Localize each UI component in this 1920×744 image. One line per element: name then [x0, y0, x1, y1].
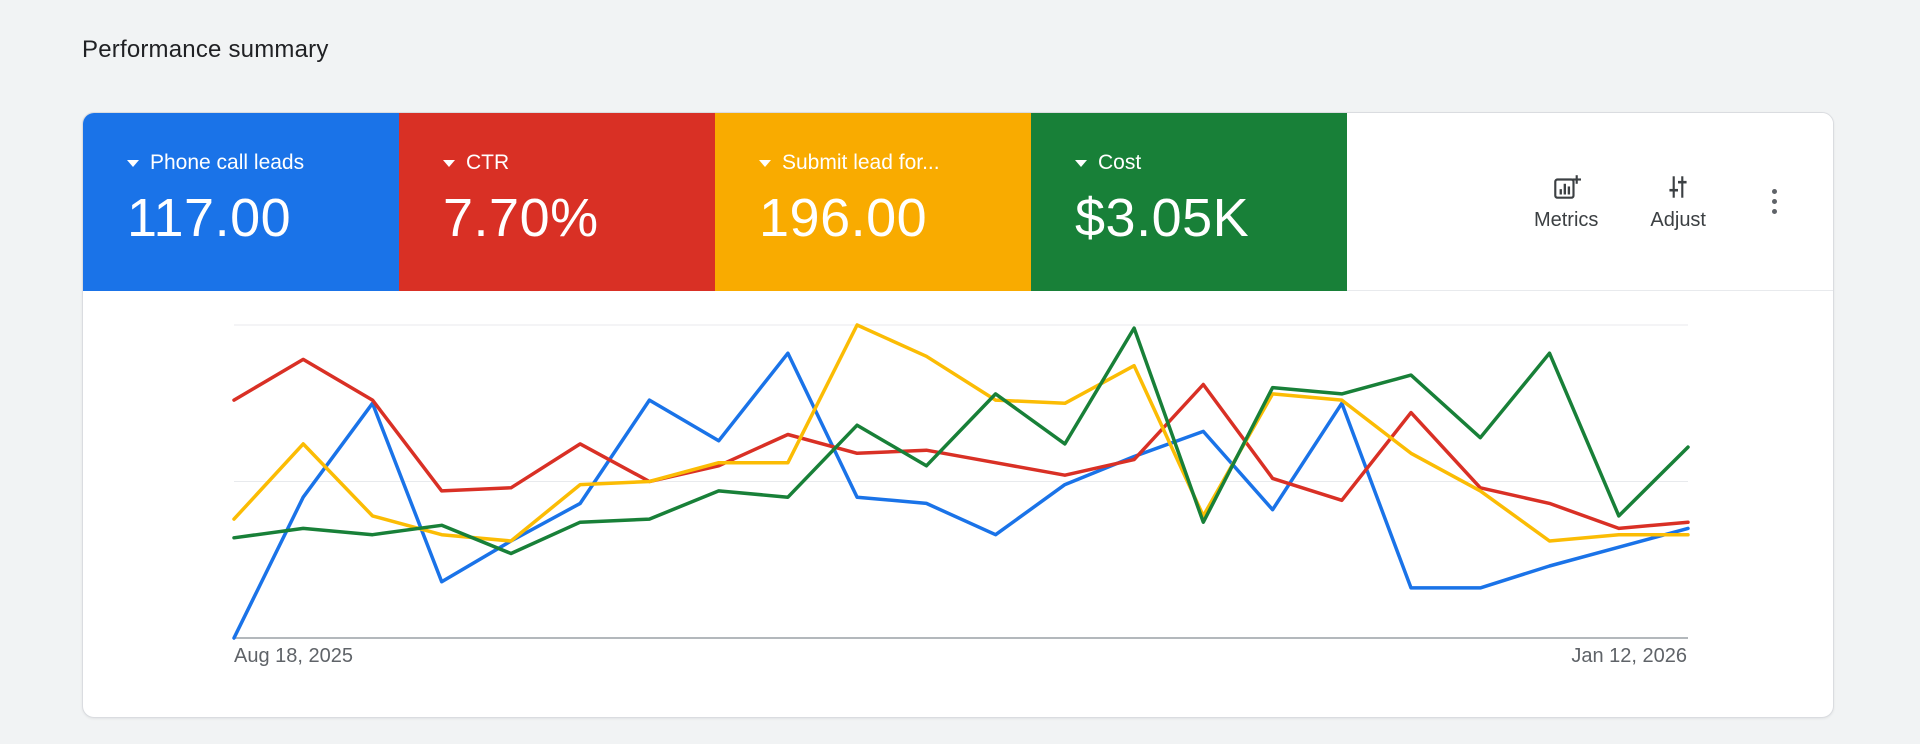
metric-tile-header: CTR [443, 151, 715, 175]
adjust-button[interactable]: Adjust [1650, 172, 1706, 232]
metric-tile-label: Submit lead for... [782, 151, 940, 174]
metric-tile-submit-lead-form[interactable]: Submit lead for... 196.00 [715, 113, 1031, 291]
metrics-button-label: Metrics [1533, 208, 1599, 231]
dropdown-arrow-icon [443, 159, 455, 167]
metric-tile-header: Phone call leads [127, 151, 399, 175]
metric-tile-label: Phone call leads [150, 151, 305, 174]
metric-tile-value: 7.70% [443, 188, 599, 248]
add-metrics-chart-icon [1551, 172, 1582, 202]
metric-tile-value: 117.00 [127, 188, 292, 248]
performance-chart [232, 323, 1690, 640]
metric-tile-header: Submit lead for... [759, 151, 1031, 175]
metric-tile-row: Phone call leads 117.00 CTR 7.70% Submit… [83, 113, 1833, 291]
x-axis-start-label: Aug 18, 2025 [234, 645, 353, 667]
performance-chart-region: Aug 18, 2025 Jan 12, 2026 [83, 291, 1833, 717]
metric-tile-ctr[interactable]: CTR 7.70% [399, 113, 715, 291]
page-title: Performance summary [82, 36, 329, 63]
dropdown-arrow-icon [127, 159, 139, 167]
sliders-adjust-icon [1663, 172, 1693, 202]
x-axis-end-label: Jan 12, 2026 [1571, 645, 1687, 667]
metric-tile-label: Cost [1098, 151, 1142, 174]
adjust-button-label: Adjust [1650, 208, 1706, 231]
metric-tile-value: 196.00 [759, 188, 928, 248]
metrics-button[interactable]: Metrics [1534, 172, 1598, 232]
header-actions: Metrics Adjust [1347, 113, 1833, 291]
kebab-menu-icon[interactable] [1760, 177, 1789, 226]
dropdown-arrow-icon [759, 159, 771, 167]
metric-tile-header: Cost [1075, 151, 1347, 175]
performance-summary-card: Phone call leads 117.00 CTR 7.70% Submit… [82, 112, 1834, 718]
metric-tile-phone-call-leads[interactable]: Phone call leads 117.00 [83, 113, 399, 291]
metric-tile-value: $3.05K [1075, 188, 1250, 248]
dropdown-arrow-icon [1075, 159, 1087, 167]
metric-tile-cost[interactable]: Cost $3.05K [1031, 113, 1347, 291]
metric-tile-label: CTR [466, 151, 510, 174]
